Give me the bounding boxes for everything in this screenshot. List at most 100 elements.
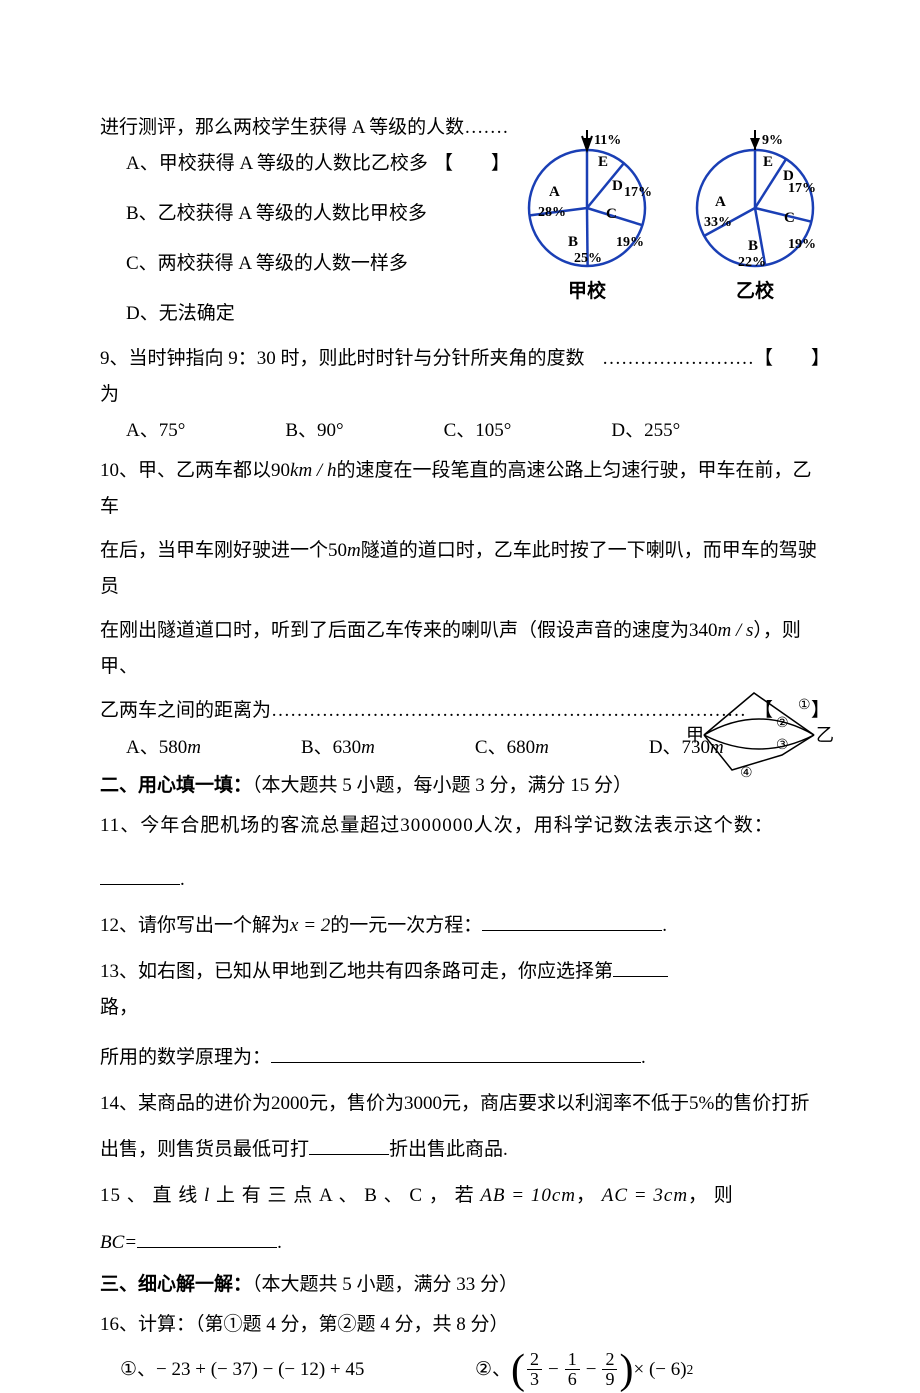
t: 11、今年合肥机场的客流总量超过	[100, 815, 400, 836]
n: 340	[689, 620, 718, 641]
v: 580	[159, 737, 188, 758]
t: 15 、 直 线	[100, 1185, 204, 1206]
question-13-line1: 13、如右图，已知从甲地到乙地共有四条路可走，你应选择第路，	[100, 954, 830, 1026]
q9-text: 9、当时钟指向 9：30 时，则此时时针与分针所夹角的度数为	[100, 341, 602, 413]
expr: − 23 + (− 37) − (− 12) + 45	[156, 1352, 364, 1388]
pie-yi: E D C B A 9% 17% 19% 22% 33% 乙校	[680, 128, 830, 310]
u: m	[361, 737, 375, 758]
q16-formula-2: ②、 ( 23 − 16 − 29 ) × (− 6)2	[475, 1349, 830, 1391]
fraction: 29	[602, 1350, 617, 1389]
question-10-line2: 在后，当甲车刚好驶进一个50m隧道的道口时，乙车此时按了一下喇叭，而甲车的驾驶员	[100, 533, 830, 605]
q10-opt-a: A、580m	[126, 730, 201, 766]
q10-opt-c: C、680m	[475, 730, 549, 766]
n: 3000	[404, 1093, 442, 1114]
svg-text:33%: 33%	[704, 215, 732, 230]
expr: x = 2	[290, 915, 330, 936]
svg-text:28%: 28%	[538, 205, 566, 220]
t: 乙两车之间的距离为	[100, 693, 271, 729]
section-desc: （本大题共 5 小题，满分 33 分）	[252, 1274, 518, 1295]
dots	[464, 110, 510, 146]
n: 2000	[271, 1093, 309, 1114]
expr: AB = 10cm	[480, 1185, 576, 1206]
question-10-line1: 10、甲、乙两车都以90km / h的速度在一段笔直的高速公路上匀速行驶，甲车在…	[100, 453, 830, 525]
svg-text:B: B	[568, 234, 578, 250]
q9-opt-c: C、105°	[444, 413, 512, 449]
question-11-line2: .	[100, 862, 830, 898]
num: 1	[565, 1350, 580, 1370]
pie-jia: E D C B A 11% 17% 19% 25% 28% 甲校	[512, 128, 662, 310]
blank-input[interactable]	[482, 910, 662, 931]
pie-yi-svg: E D C B A 9% 17% 19% 22% 33%	[680, 128, 830, 278]
question-10-line3: 在刚出隧道道口时，听到了后面乙车传来的喇叭声（假设声音的速度为340m / s）…	[100, 613, 830, 685]
expr: AC = 3cm	[602, 1185, 688, 1206]
pie-yi-label: 乙校	[736, 274, 774, 310]
tail: × (− 6)	[633, 1352, 686, 1388]
dots	[271, 693, 754, 729]
expr: BC=	[100, 1232, 137, 1253]
question-12: 12、请你写出一个解为x = 2的一元一次方程：.	[100, 908, 830, 944]
period: .	[180, 869, 185, 890]
dots	[602, 341, 754, 377]
svg-text:11%: 11%	[594, 133, 621, 148]
question-13-line2: 所用的数学原理为：.	[100, 1040, 830, 1076]
num: 2	[527, 1350, 542, 1370]
t: 在后，当甲车刚好驶进一个	[100, 540, 328, 561]
svg-text:E: E	[763, 154, 773, 170]
q9-opt-d: D、255°	[611, 413, 680, 449]
p: A、	[126, 737, 159, 758]
pie-charts: E D C B A 11% 17% 19% 25% 28% 甲校 E	[512, 128, 830, 310]
svg-text:17%: 17%	[788, 181, 816, 196]
minus: −	[548, 1352, 559, 1388]
svg-text:C: C	[784, 210, 795, 226]
den: 3	[527, 1370, 542, 1389]
q8-stem: 进行测评，那么两校学生获得 A 等级的人数	[100, 110, 464, 146]
u: m / s	[718, 620, 754, 641]
question-11-line1: 11、今年合肥机场的客流总量超过3000000人次，用科学记数法表示这个数：	[100, 808, 830, 844]
t: 上 有 三 点 A 、 B 、 C ， 若	[210, 1185, 480, 1206]
svg-text:③: ③	[776, 738, 789, 753]
u: m	[535, 737, 549, 758]
svg-text:甲: 甲	[686, 725, 704, 745]
fraction: 23	[527, 1350, 542, 1389]
u: m	[187, 737, 201, 758]
question-15-line2: BC=.	[100, 1225, 830, 1261]
svg-text:17%: 17%	[624, 185, 652, 200]
v: 630	[333, 737, 362, 758]
p: B、	[301, 737, 333, 758]
t: 10、甲、乙两车都以	[100, 460, 271, 481]
answer-bracket: 【 】	[434, 146, 510, 182]
path-diagram: 甲 乙 ① ② ③ ④	[684, 685, 834, 798]
t: 12、请你写出一个解为	[100, 915, 290, 936]
question-14-line2: 出售，则售货员最低可打折出售此商品.	[100, 1132, 830, 1168]
blank-input[interactable]	[137, 1227, 277, 1248]
n: 90	[271, 460, 290, 481]
den: 6	[565, 1370, 580, 1389]
n: 3000000	[400, 815, 474, 836]
t: ， 则	[688, 1185, 734, 1206]
blank-input[interactable]	[271, 1042, 641, 1063]
answer-bracket: 【 】	[754, 341, 830, 377]
period: .	[662, 915, 667, 936]
svg-text:②: ②	[776, 716, 789, 731]
svg-text:9%: 9%	[762, 133, 783, 148]
u: m	[347, 540, 361, 561]
svg-text:①: ①	[798, 698, 811, 713]
svg-text:乙: 乙	[816, 725, 834, 745]
svg-text:19%: 19%	[616, 235, 644, 250]
section-3-header: 三、细心解一解：（本大题共 5 小题，满分 33 分）	[100, 1267, 830, 1303]
t: 13、如右图，已知从甲地到乙地共有四条路可走，你应选择第	[100, 961, 613, 982]
svg-text:B: B	[748, 238, 758, 254]
t: ，	[576, 1185, 602, 1206]
t: 在刚出隧道道口时，听到了后面乙车传来的喇叭声（假设声音的速度为	[100, 620, 689, 641]
question-16-formulas: ①、 − 23 + (− 37) − (− 12) + 45 ②、 ( 23 −…	[100, 1349, 830, 1391]
question-16-stem: 16、计算：（第①题 4 分，第②题 4 分，共 8 分）	[100, 1307, 830, 1343]
svg-text:A: A	[715, 194, 726, 210]
period: .	[641, 1047, 646, 1068]
section-desc: （本大题共 5 小题，每小题 3 分，满分 15 分）	[252, 775, 632, 796]
blank-input[interactable]	[100, 864, 180, 885]
blank-input[interactable]	[613, 956, 668, 977]
n: 50	[328, 540, 347, 561]
blank-input[interactable]	[309, 1134, 389, 1155]
t: 路，	[100, 997, 138, 1018]
q9-opt-a: A、75°	[126, 413, 185, 449]
